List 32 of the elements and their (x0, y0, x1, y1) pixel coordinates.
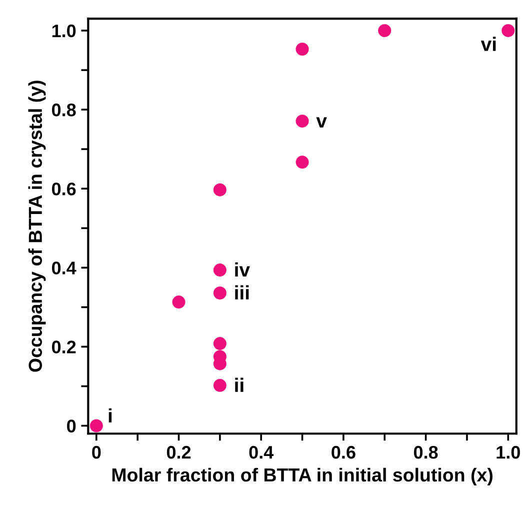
annotation: iv (235, 262, 250, 276)
y-tick-label: 0 (67, 420, 76, 432)
x-tick-label: 1.0 (496, 446, 520, 459)
point (213, 286, 226, 300)
y-tick-label: 1.0 (52, 24, 76, 38)
point (296, 114, 309, 128)
y-tick-label: 0.8 (52, 104, 76, 116)
point (502, 24, 515, 38)
point (213, 378, 226, 392)
x-tick-label: 0.4 (249, 446, 274, 459)
point (213, 264, 226, 277)
point (213, 337, 226, 350)
annotation: vi (480, 36, 496, 51)
annotation: iii (235, 285, 249, 300)
y-tick-label: 0.2 (52, 340, 76, 354)
point (172, 296, 186, 309)
x-tick-label: 0.6 (332, 446, 356, 459)
x-tick-label: 0 (92, 446, 101, 459)
x-tick-label: 0.2 (166, 446, 191, 459)
y-tick-label: 0.4 (52, 262, 76, 274)
x-axis-title: Molar fraction of BTTA in initial solution (x) (112, 468, 492, 486)
point (213, 183, 226, 196)
x-tick-label: 0.8 (414, 446, 438, 459)
annotation: i (108, 408, 112, 422)
annotation: ii (235, 378, 244, 392)
y-tick-label: 0.6 (52, 182, 76, 196)
point (296, 156, 309, 169)
point (296, 42, 309, 56)
point (378, 24, 392, 38)
annotation: v (316, 117, 327, 128)
point (90, 419, 103, 432)
y-axis-title: Occupancy of BTTA in crystal (y) (28, 80, 46, 372)
